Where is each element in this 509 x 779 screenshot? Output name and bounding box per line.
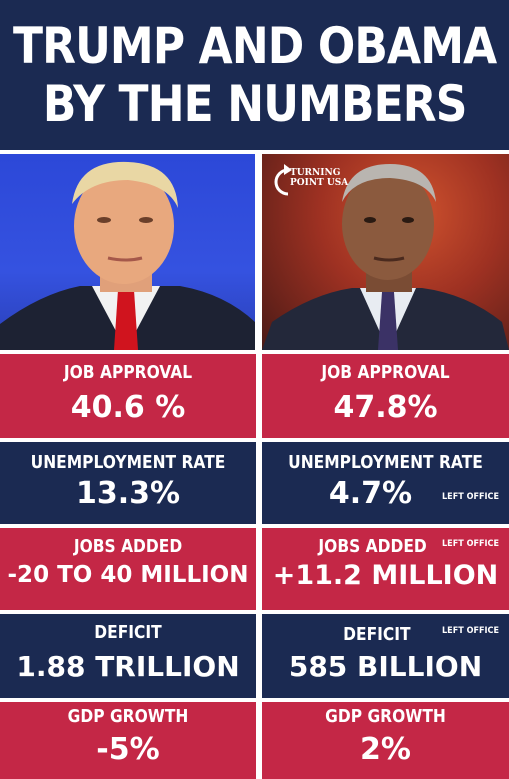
trump-portrait-illustration [0,161,255,350]
obama-portrait-illustration [262,164,509,350]
stat-value: 4.7% [328,476,413,511]
trump-photo [0,154,255,350]
left-office-note: LEFT OFFICE [442,539,500,549]
stat-label: GDP GROWTH [67,706,189,727]
stat-label: JOB APPROVAL [321,362,450,383]
obama-deficit-cell: DEFICIT LEFT OFFICE 585 BILLION [262,614,509,698]
turning-point-usa-logo: TURNING POINT USA [270,160,350,204]
stat-label: JOB APPROVAL [63,362,193,383]
obama-job-approval-cell: JOB APPROVAL 47.8% [262,354,509,438]
obama-jobs-added-cell: JOBS ADDED LEFT OFFICE +11.2 MILLION [262,528,509,610]
stat-value: 13.3% [75,476,181,511]
obama-gdp-growth-cell: GDP GROWTH 2% [262,702,509,779]
trump-unemployment-cell: UNEMPLOYMENT RATE 13.3% [0,442,256,524]
stat-value: 585 BILLION [288,650,483,683]
stat-label: JOBS ADDED [73,536,183,557]
logo-text-line1: TURNING [290,168,341,178]
stat-label: DEFICIT [94,622,162,643]
obama-unemployment-cell: UNEMPLOYMENT RATE 4.7% LEFT OFFICE [262,442,509,524]
stat-value: 47.8% [333,390,438,425]
stat-value: 2% [360,732,411,767]
obama-photo [262,154,509,350]
header-banner: TRUMP AND OBAMA BY THE NUMBERS [0,0,509,150]
stat-label: UNEMPLOYMENT RATE [288,452,483,473]
turning-arrow-icon [274,164,292,196]
header-title-line1: TRUMP AND OBAMA [12,17,497,75]
left-office-note: LEFT OFFICE [442,626,500,636]
trump-gdp-growth-cell: GDP GROWTH -5% [0,702,256,779]
stat-value: -20 TO 40 MILLION [7,562,249,588]
stat-value: 1.88 TRILLION [16,650,240,683]
trump-job-approval-cell: JOB APPROVAL 40.6 % [0,354,256,438]
stat-label: JOBS ADDED [318,536,427,557]
stat-value: +11.2 MILLION [272,560,499,591]
logo-text-line2: POINT USA [290,178,349,188]
header-title-line2: BY THE NUMBERS [42,75,468,133]
stat-label: GDP GROWTH [325,706,446,727]
trump-deficit-cell: DEFICIT 1.88 TRILLION [0,614,256,698]
left-office-note: LEFT OFFICE [442,492,500,502]
stat-label: UNEMPLOYMENT RATE [30,452,226,473]
stat-label: DEFICIT [343,624,411,645]
trump-jobs-added-cell: JOBS ADDED -20 TO 40 MILLION [0,528,256,610]
stat-value: 40.6 % [70,390,186,425]
stat-value: -5% [96,732,160,767]
